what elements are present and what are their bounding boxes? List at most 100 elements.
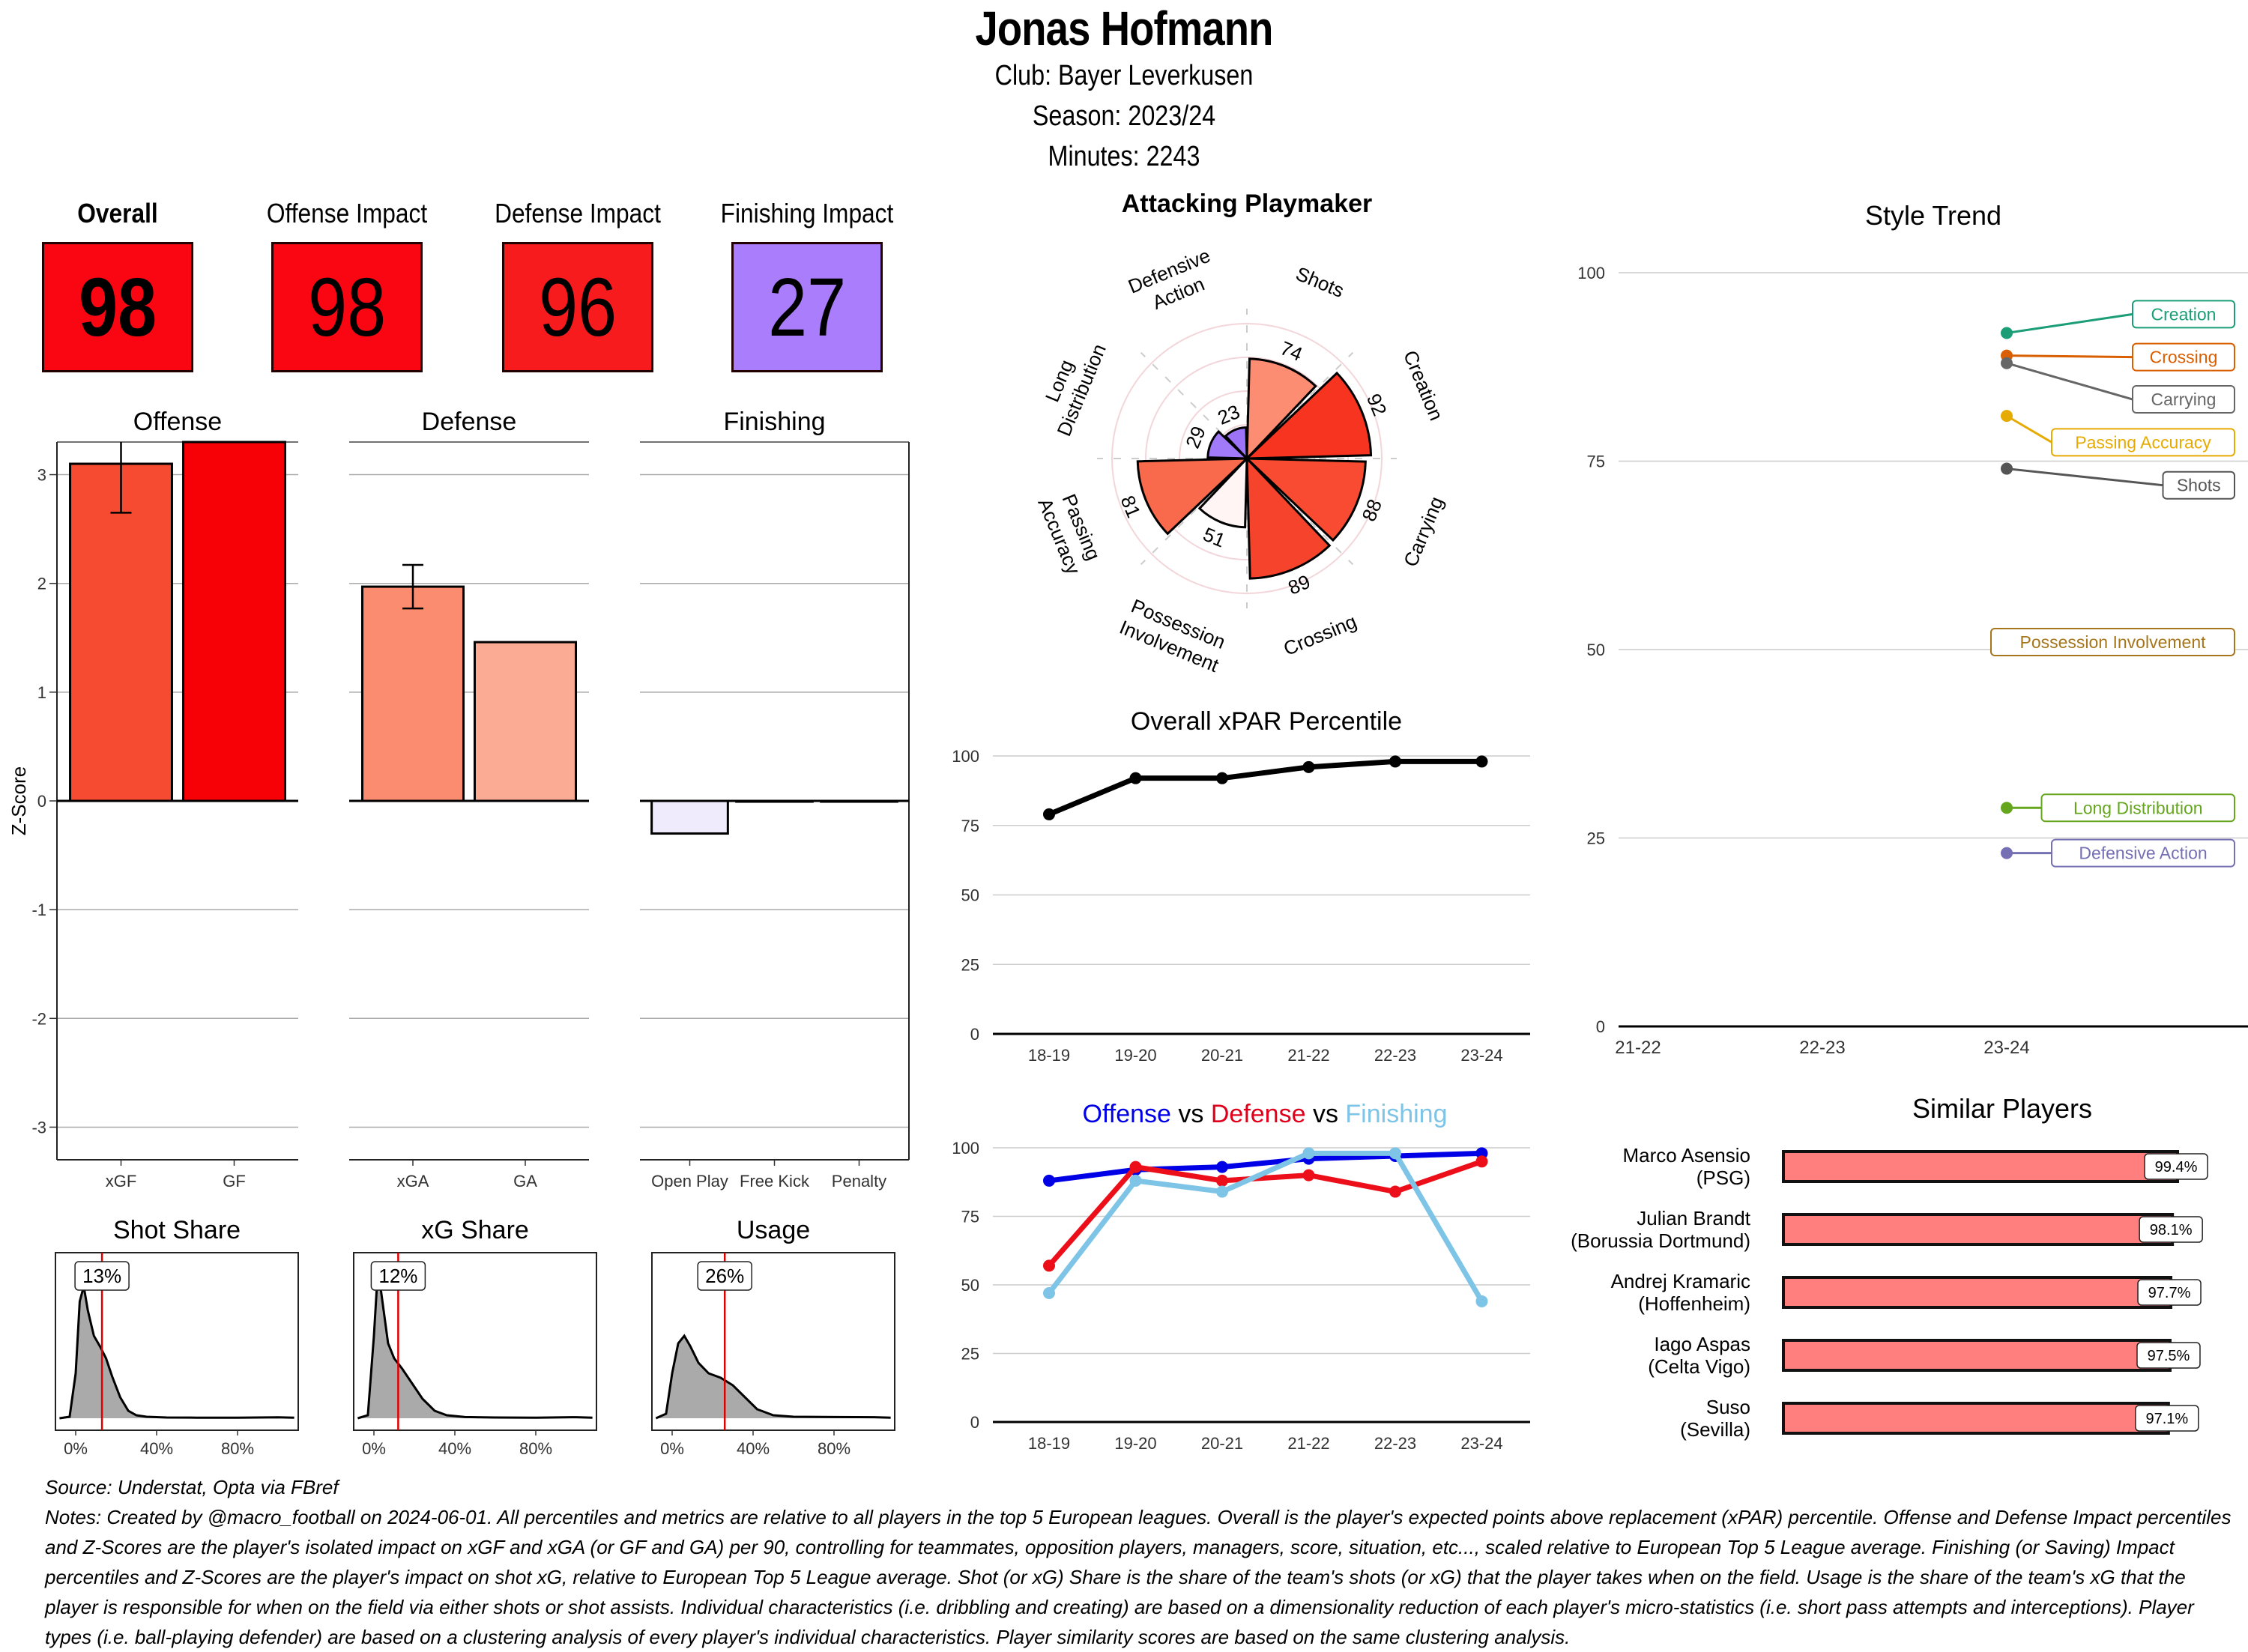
style-trend-chart: Style Trend 100 75 50 25 0 21-22 22-23 23-24 Crea… bbox=[1577, 200, 2248, 1058]
similarity-value: 98.1% bbox=[2150, 1222, 2193, 1238]
series-line bbox=[1047, 1150, 1484, 1303]
marker-label-box bbox=[697, 1261, 752, 1291]
polar-title: Attacking Playmaker bbox=[1122, 190, 1373, 218]
x-tick-label: 22-23 bbox=[1374, 1434, 1416, 1453]
trend-connector bbox=[2006, 468, 2163, 487]
similarity-value: 99.4% bbox=[2155, 1159, 2198, 1176]
similarity-bar bbox=[1782, 1339, 2172, 1372]
similarity-value-box bbox=[2135, 1405, 2199, 1432]
xpar-point bbox=[1043, 808, 1055, 820]
series-point bbox=[1302, 1169, 1315, 1181]
polar-gridline bbox=[1145, 357, 1349, 560]
y-tick-label: 50 bbox=[961, 886, 979, 905]
x-tick-label: xGA bbox=[397, 1172, 429, 1190]
y-tick-label: 50 bbox=[1587, 641, 1605, 659]
methodology-note: Notes: Created by @macro_football on 202… bbox=[45, 1506, 2232, 1648]
x-tick-label: 21-22 bbox=[1287, 1046, 1329, 1065]
series-finishing bbox=[1043, 1147, 1488, 1307]
polar-category-text: Shots bbox=[1293, 262, 1347, 302]
polar-category-label: Carrying bbox=[1399, 493, 1448, 569]
trend-point bbox=[2001, 410, 2013, 423]
x-tick-label: 19-20 bbox=[1114, 1046, 1156, 1065]
trend-series-passing-accuracy: Passing Accuracy bbox=[2001, 410, 2235, 457]
x-tick-label: 22-23 bbox=[1374, 1046, 1416, 1065]
season-line: Season: 2023/24 bbox=[1032, 100, 1216, 132]
x-tick-label: 23-24 bbox=[1983, 1038, 2029, 1058]
card-value: 27 bbox=[767, 261, 846, 354]
similarity-value-box bbox=[2144, 1153, 2208, 1180]
panel-title: xG Share bbox=[421, 1216, 529, 1244]
trend-label-box bbox=[2162, 471, 2235, 500]
x-tick-label: 80% bbox=[221, 1439, 254, 1458]
y-tick-label: 75 bbox=[961, 817, 979, 835]
series-point bbox=[1043, 1286, 1055, 1299]
x-tick-label: 18-19 bbox=[1028, 1434, 1070, 1453]
trend-point bbox=[2001, 357, 2013, 369]
trend-series-carrying: Carrying bbox=[2001, 357, 2235, 414]
player-name-label: (Hoffenheim) bbox=[1638, 1292, 1750, 1315]
polar-category-label: Shots bbox=[1293, 262, 1347, 302]
polar-category-label: Creation bbox=[1399, 347, 1448, 423]
density-line bbox=[357, 1268, 593, 1420]
x-tick-label: 23-24 bbox=[1460, 1046, 1502, 1065]
similarity-bar bbox=[1782, 1213, 2175, 1246]
bar-open-play bbox=[650, 799, 729, 835]
polar-sector-crossing bbox=[1245, 456, 1332, 580]
density-line bbox=[655, 1334, 891, 1420]
marker-label: 13% bbox=[82, 1265, 121, 1287]
trend-label: Passing Accuracy bbox=[2075, 432, 2211, 452]
player-name-label: Andrej Kramaric bbox=[1611, 1270, 1750, 1292]
player-name-label: (PSG) bbox=[1696, 1167, 1750, 1189]
xpar-series-line bbox=[1048, 758, 1482, 817]
chart-title: Style Trend bbox=[1865, 200, 2001, 231]
panel-title: Usage bbox=[737, 1216, 810, 1244]
xpar-line-chart: Overall xPAR Percentile 100 75 50 25 0 18-19 19… bbox=[952, 707, 1530, 1065]
polar-category-label: Crossing bbox=[1280, 610, 1359, 660]
marker-label: 26% bbox=[705, 1265, 744, 1287]
polar-category-text: Creation bbox=[1399, 347, 1448, 423]
polar-category-text: Crossing bbox=[1280, 610, 1359, 660]
panel-frame bbox=[353, 1252, 597, 1431]
trend-point bbox=[2001, 847, 2013, 859]
y-tick-label: 100 bbox=[952, 1139, 979, 1158]
chart-title: Similar Players bbox=[1912, 1093, 2092, 1124]
polar-sector-long-distribution bbox=[1206, 429, 1250, 460]
percentile-card: 98 bbox=[271, 242, 423, 372]
y-axis-label: Z-Score bbox=[7, 766, 30, 835]
series-point bbox=[1129, 1174, 1142, 1187]
x-tick-label: 0% bbox=[64, 1439, 88, 1458]
trend-series-long-distribution: Long Distribution bbox=[2001, 793, 2235, 823]
x-tick-label: GA bbox=[513, 1172, 537, 1190]
density-area bbox=[357, 1268, 593, 1418]
series-point bbox=[1216, 1185, 1228, 1198]
club-line: Club: Bayer Leverkusen bbox=[994, 60, 1254, 91]
trend-connector bbox=[2006, 354, 2133, 359]
x-tick-label: 40% bbox=[140, 1439, 173, 1458]
x-tick-label: 18-19 bbox=[1028, 1046, 1070, 1065]
density-panel-shot-share: Shot Share 13% 0% 40% 80% bbox=[55, 1216, 299, 1458]
series-line bbox=[1047, 1158, 1483, 1268]
player-name: Jonas Hofmann bbox=[975, 1, 1273, 55]
density-line bbox=[59, 1286, 294, 1420]
polar-value-label: 51 bbox=[1200, 523, 1228, 552]
x-tick-label: 40% bbox=[737, 1439, 770, 1458]
title-part: vs bbox=[1306, 1100, 1338, 1128]
panel-title: Offense bbox=[133, 408, 222, 436]
panel-title: Defense bbox=[422, 408, 517, 436]
similarity-value-box bbox=[2136, 1342, 2201, 1369]
series-point bbox=[1302, 1147, 1315, 1160]
trend-label-box bbox=[2132, 342, 2235, 372]
y-tick-label: 100 bbox=[952, 747, 979, 766]
x-tick-label: 21-22 bbox=[1615, 1038, 1661, 1058]
zscore-panel-finishing: Finishing Open Play Free Kick Penalty bbox=[640, 408, 910, 1190]
polar-value-label: 92 bbox=[1362, 390, 1392, 419]
similarity-value-box bbox=[2139, 1216, 2203, 1243]
percentile-card: 98 bbox=[42, 242, 193, 372]
polar-value-label: 81 bbox=[1117, 492, 1146, 521]
trend-series-shots: Shots bbox=[2001, 462, 2235, 500]
trend-label-box bbox=[2132, 300, 2235, 329]
polar-sector-carrying bbox=[1244, 457, 1367, 542]
polar-value-label: 88 bbox=[1357, 496, 1386, 524]
